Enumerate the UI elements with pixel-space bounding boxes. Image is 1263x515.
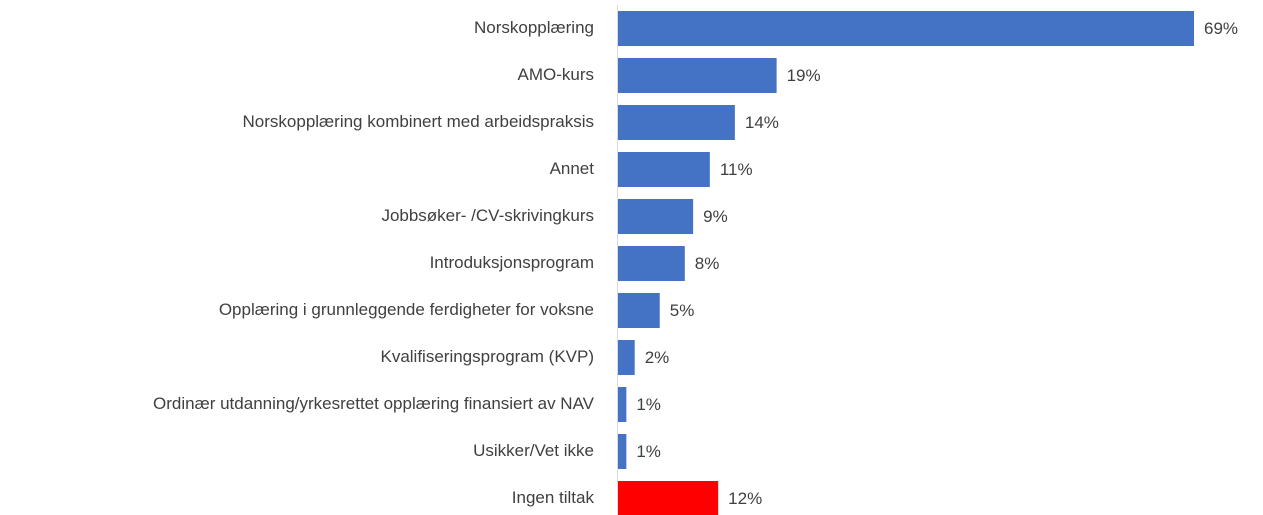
value-label: 12% <box>728 489 762 508</box>
category-label: Annet <box>550 159 595 178</box>
bar <box>618 293 660 328</box>
category-label: Opplæring i grunnleggende ferdigheter fo… <box>219 300 594 319</box>
bar <box>618 11 1194 46</box>
value-label: 11% <box>720 160 753 179</box>
value-label: 8% <box>695 254 720 273</box>
value-label: 19% <box>787 66 821 85</box>
bar <box>618 387 627 422</box>
value-label: 14% <box>745 113 779 132</box>
value-label: 1% <box>636 395 661 414</box>
value-label: 5% <box>670 301 695 320</box>
category-label: Ordinær utdanning/yrkesrettet opplæring … <box>153 394 595 413</box>
category-label: Kvalifiseringsprogram (KVP) <box>380 347 594 366</box>
value-label: 1% <box>636 442 661 461</box>
bar <box>618 434 627 469</box>
category-label: AMO-kurs <box>518 65 595 84</box>
bar <box>618 340 635 375</box>
category-label: Jobbsøker- /CV-skrivingkurs <box>381 206 594 225</box>
category-label: Usikker/Vet ikke <box>473 441 594 460</box>
category-label: Introduksjonsprogram <box>430 253 594 272</box>
bar <box>618 58 777 93</box>
value-label: 69% <box>1204 19 1238 38</box>
bar <box>618 199 694 234</box>
bar <box>618 152 710 187</box>
bar <box>618 481 719 515</box>
category-label: Norskopplæring <box>474 18 594 37</box>
bar <box>618 105 735 140</box>
category-label: Ingen tiltak <box>512 488 595 507</box>
category-label: Norskopplæring kombinert med arbeidsprak… <box>243 112 594 131</box>
value-label: 2% <box>645 348 670 367</box>
bar <box>618 246 685 281</box>
value-label: 9% <box>703 207 728 226</box>
